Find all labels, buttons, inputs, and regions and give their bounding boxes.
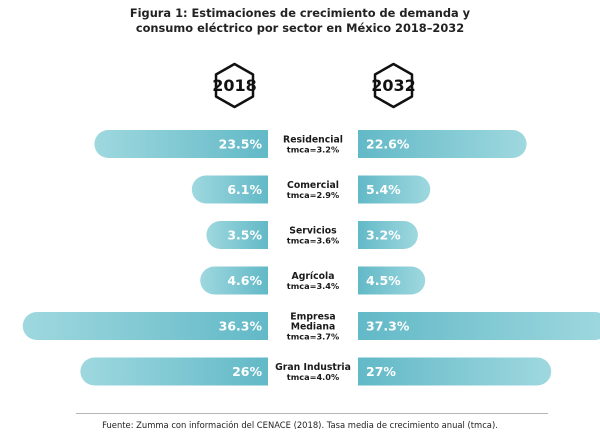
source-note: Fuente: Zumma con información del CENACE… [102,420,498,430]
year-badge-2018: 2018 [211,62,258,109]
value-label-2032: 27% [366,364,396,379]
value-label-2032: 5.4% [366,182,401,197]
category-label: Gran Industria [275,362,351,373]
value-label-2018: 4.6% [227,273,262,288]
value-label-2018: 3.5% [227,228,262,243]
bar-2018 [94,130,269,159]
divider [76,413,548,414]
value-label-2018: 23.5% [219,137,263,152]
tmca-label: tmca=3.7% [287,332,339,342]
category-label: Agrícola [292,271,335,282]
hexagon-badge-icon [214,62,255,109]
bar-2032 [358,175,431,204]
value-label-2032: 22.6% [366,137,410,152]
year-label-2018: 2018 [212,76,257,95]
tmca-label: tmca=3.2% [287,145,339,155]
bar-2032 [358,357,552,386]
year-badge-2032: 2032 [370,62,417,109]
tmca-label: tmca=3.4% [287,281,339,291]
tmca-label: tmca=2.9% [287,190,339,200]
bar-2018 [80,357,269,386]
category-label: Comercial [287,180,339,191]
bar-2018 [206,221,268,249]
bar-2032 [358,130,527,159]
bar-2018 [191,175,268,204]
category-label: Servicios [289,226,337,237]
value-label-2032: 4.5% [366,273,401,288]
bar-2018 [200,266,268,295]
hexagon-badge-icon [373,62,414,109]
tmca-label: tmca=3.6% [287,236,339,246]
bar-2018 [22,312,269,340]
category-label: Empresa [290,312,335,323]
bar-2032 [358,312,600,340]
value-label-2018: 6.1% [227,182,262,197]
bar-2032 [358,221,418,249]
value-label-2032: 37.3% [366,319,410,334]
chart-title: Figura 1: Estimaciones de crecimiento de… [0,6,600,36]
title-line-2: consumo eléctrico por sector en México 2… [135,21,465,35]
value-label-2018: 36.3% [219,319,263,334]
category-label: Residencial [283,135,343,146]
bar-2032 [358,266,426,295]
value-label-2032: 3.2% [366,228,401,243]
title-line-1: Figura 1: Estimaciones de crecimiento de… [129,6,471,20]
tmca-label: tmca=4.0% [287,372,339,382]
value-label-2018: 26% [232,364,262,379]
year-label-2032: 2032 [371,76,416,95]
category-label: Mediana [291,322,336,333]
